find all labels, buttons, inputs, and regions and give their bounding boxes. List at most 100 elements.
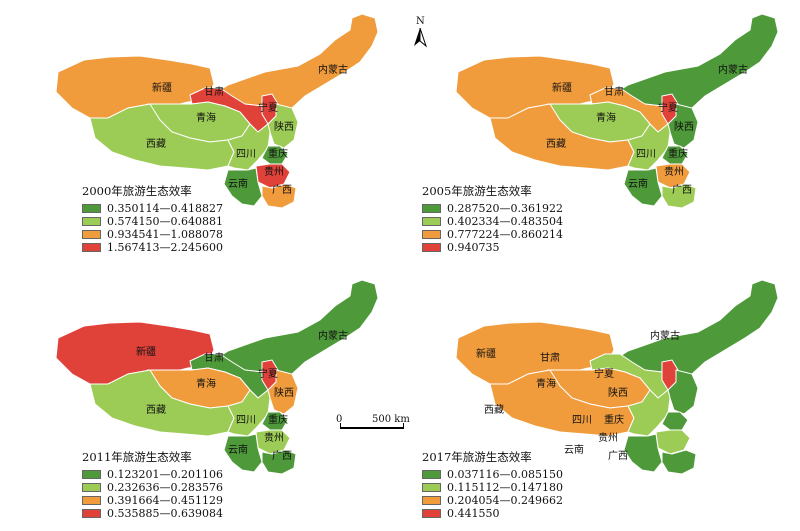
- label-qinghai: 青海: [196, 113, 216, 124]
- label-sichuan: 四川: [636, 149, 656, 160]
- label-xinjiang: 新疆: [552, 83, 572, 94]
- north-label: N: [416, 16, 425, 27]
- map-canvas: [55, 279, 379, 475]
- label-shaanxi: 陕西: [608, 388, 628, 399]
- scale-tick: [403, 423, 404, 429]
- legend-range-label: 1.567413—2.245600: [107, 240, 223, 254]
- label-shaanxi: 陕西: [674, 122, 694, 133]
- label-ningxia: 宁夏: [258, 103, 278, 114]
- legend-item: 0.350114—0.418827: [82, 202, 223, 215]
- region-guangxi: [261, 183, 297, 209]
- legend-item: 0.441550: [422, 507, 563, 520]
- label-yunnan: 云南: [628, 179, 648, 190]
- label-guizhou: 贵州: [264, 433, 284, 444]
- label-shaanxi: 陕西: [274, 122, 294, 133]
- legend-title: 2000年旅游生态效率: [82, 184, 192, 198]
- label-xizang: 西藏: [146, 139, 166, 150]
- legend-swatch: [422, 495, 441, 505]
- north-arrow-shape: [414, 28, 428, 48]
- legend-swatch: [422, 508, 441, 518]
- legend-range-label: 0.123201—0.201106: [107, 467, 223, 481]
- map-panel-2011: 新疆 甘肃 内蒙古 青海 宁夏 陕西 西藏 四川 重庆 贵州 云南 广西 201…: [0, 266, 400, 531]
- map-canvas: [55, 13, 379, 209]
- scale-bar: 0 500 km: [336, 414, 416, 436]
- label-sichuan: 四川: [572, 415, 592, 426]
- scale-line: [340, 427, 404, 429]
- legend-title: 2005年旅游生态效率: [422, 184, 532, 198]
- legend-item: 0.232636—0.283576: [82, 481, 223, 494]
- region-guizhou: [255, 163, 291, 189]
- label-xinjiang: 新疆: [136, 347, 156, 358]
- legend-item: 0.287520—0.361922: [422, 202, 563, 215]
- label-ningxia: 宁夏: [658, 103, 678, 114]
- legend-range-label: 0.287520—0.361922: [447, 201, 563, 215]
- legend-swatch: [422, 469, 441, 479]
- legend-item: 0.391664—0.451129: [82, 494, 223, 507]
- map-legend: 2005年旅游生态效率 0.287520—0.361922 0.402334—0.…: [422, 184, 563, 254]
- label-qinghai: 青海: [536, 379, 556, 390]
- label-chongqing: 重庆: [268, 415, 288, 426]
- label-sichuan: 四川: [236, 149, 256, 160]
- map-panel-2000: 新疆 甘肃 内蒙古 青海 宁夏 陕西 西藏 四川 重庆 贵州 云南 广西 200…: [0, 0, 400, 265]
- legend-item: 0.402334—0.483504: [422, 215, 563, 228]
- label-guizhou: 贵州: [664, 167, 684, 178]
- legend-range-label: 0.934541—1.088078: [107, 227, 223, 241]
- region-yunnan: [223, 433, 263, 473]
- label-chongqing: 重庆: [668, 149, 688, 160]
- label-xizang: 西藏: [546, 139, 566, 150]
- region-guangxi: [661, 449, 697, 475]
- legend-title: 2017年旅游生态效率: [422, 450, 532, 464]
- map-canvas: [455, 13, 779, 209]
- region-guizhou: [255, 429, 291, 455]
- legend-item: 0.115112—0.147180: [422, 481, 563, 494]
- legend-item: 0.123201—0.201106: [82, 468, 223, 481]
- label-xinjiang: 新疆: [152, 83, 172, 94]
- legend-range-label: 0.115112—0.147180: [447, 480, 563, 494]
- legend-range-label: 0.402334—0.483504: [447, 214, 563, 228]
- region-guizhou: [655, 163, 691, 189]
- north-arrow-icon: N: [412, 16, 428, 48]
- map-legend: 2011年旅游生态效率 0.123201—0.201106 0.232636—0.…: [82, 450, 223, 520]
- legend-range-label: 0.441550: [447, 506, 500, 520]
- legend-swatch: [82, 482, 101, 492]
- scale-tick: [340, 423, 341, 429]
- map-legend: 2017年旅游生态效率 0.037116—0.085150 0.115112—0.…: [422, 450, 563, 520]
- label-guangxi: 广西: [272, 451, 292, 462]
- legend-item: 0.574150—0.640881: [82, 215, 223, 228]
- region-guangxi: [261, 449, 297, 475]
- label-yunnan: 云南: [228, 179, 248, 190]
- label-gansu: 甘肃: [540, 353, 560, 364]
- legend-swatch: [82, 242, 101, 252]
- legend-range-label: 0.391664—0.451129: [107, 493, 223, 507]
- label-yunnan: 云南: [564, 445, 584, 456]
- legend-item: 0.940735: [422, 241, 563, 254]
- legend-item: 0.777224—0.860214: [422, 228, 563, 241]
- label-qinghai: 青海: [196, 379, 216, 390]
- label-neimenggu: 内蒙古: [318, 331, 348, 342]
- legend-title: 2011年旅游生态效率: [82, 450, 192, 464]
- legend-swatch: [82, 508, 101, 518]
- label-guizhou: 贵州: [264, 167, 284, 178]
- region-guangxi: [661, 183, 697, 209]
- legend-swatch: [82, 203, 101, 213]
- legend-swatch: [82, 495, 101, 505]
- label-gansu: 甘肃: [204, 353, 224, 364]
- legend-range-label: 0.574150—0.640881: [107, 214, 223, 228]
- scale-end-label: 500 km: [372, 414, 410, 425]
- legend-swatch: [422, 203, 441, 213]
- label-ningxia: 宁夏: [594, 369, 614, 380]
- legend-range-label: 0.777224—0.860214: [447, 227, 563, 241]
- label-neimenggu: 内蒙古: [318, 65, 348, 76]
- label-xizang: 西藏: [484, 405, 504, 416]
- legend-range-label: 0.350114—0.418827: [107, 201, 223, 215]
- label-neimenggu: 内蒙古: [718, 65, 748, 76]
- legend-swatch: [82, 469, 101, 479]
- label-xizang: 西藏: [146, 405, 166, 416]
- legend-swatch: [422, 482, 441, 492]
- label-guizhou: 贵州: [598, 433, 618, 444]
- label-chongqing: 重庆: [268, 149, 288, 160]
- label-gansu: 甘肃: [604, 87, 624, 98]
- map-panel-2017: 新疆 甘肃 内蒙古 青海 宁夏 陕西 西藏 四川 重庆 贵州 云南 广西 201…: [400, 266, 800, 531]
- region-yunnan: [623, 433, 663, 473]
- legend-range-label: 0.232636—0.283576: [107, 480, 223, 494]
